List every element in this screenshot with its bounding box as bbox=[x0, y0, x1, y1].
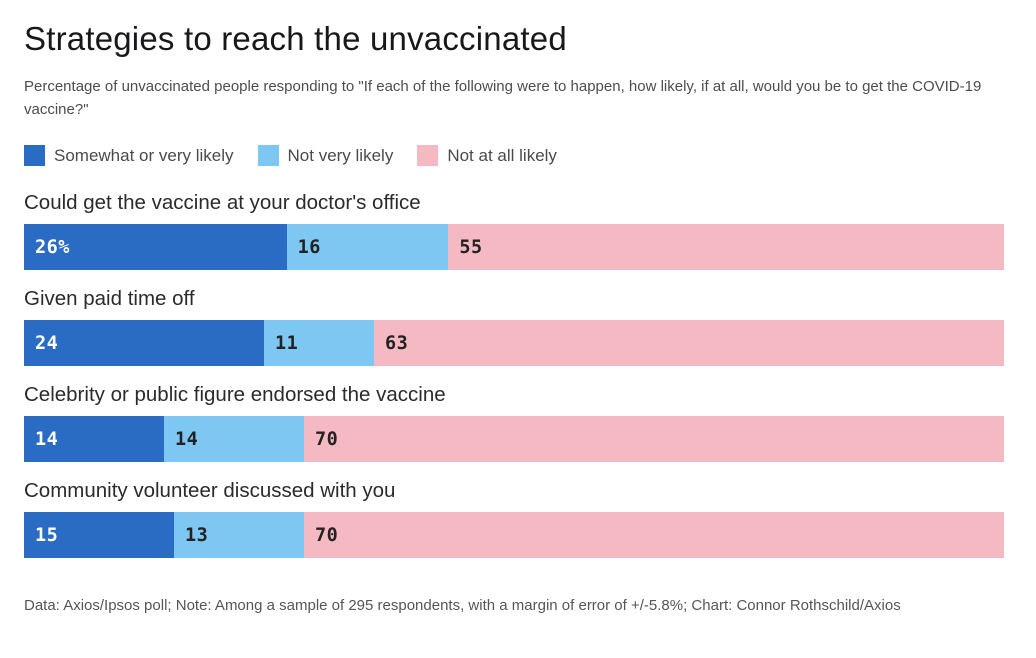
bar-value-label: 13 bbox=[185, 524, 209, 546]
stacked-bar: 26% 16 55 bbox=[24, 224, 1004, 271]
bar-segment-not-very-likely: 11 bbox=[264, 320, 374, 367]
legend-item-not-at-all-likely: Not at all likely bbox=[417, 145, 557, 167]
legend-label: Not very likely bbox=[287, 145, 394, 165]
bar-value-label: 63 bbox=[385, 332, 409, 354]
bar-value-label: 26% bbox=[35, 236, 70, 258]
bar-value-label: 14 bbox=[35, 428, 59, 450]
source-note: Data: Axios/Ipsos poll; Note: Among a sa… bbox=[24, 597, 901, 615]
legend-swatch-pink bbox=[417, 145, 439, 167]
bar-segment-not-at-all-likely: 55 bbox=[448, 224, 1004, 271]
bar-segment-somewhat-or-very-likely: 15 bbox=[24, 512, 174, 559]
bar-row-paid-time-off: Given paid time off 24 11 63 bbox=[24, 286, 1004, 367]
legend-label: Not at all likely bbox=[447, 145, 557, 165]
bar-value-label: 24 bbox=[35, 332, 59, 354]
legend-label: Somewhat or very likely bbox=[54, 145, 234, 165]
bar-segment-somewhat-or-very-likely: 24 bbox=[24, 320, 264, 367]
bar-segment-somewhat-or-very-likely: 14 bbox=[24, 416, 164, 463]
chart-title: Strategies to reach the unvaccinated bbox=[24, 20, 567, 57]
bar-row-doctors-office: Could get the vaccine at your doctor's o… bbox=[24, 190, 1004, 271]
bar-segment-not-very-likely: 16 bbox=[286, 224, 449, 271]
bar-segment-not-at-all-likely: 70 bbox=[304, 416, 1004, 463]
category-label: Given paid time off bbox=[24, 287, 195, 311]
bar-row-community-volunteer: Community volunteer discussed with you 1… bbox=[24, 478, 1004, 559]
bar-row-celebrity-endorsement: Celebrity or public figure endorsed the … bbox=[24, 382, 1004, 463]
bar-segment-not-at-all-likely: 63 bbox=[374, 320, 1004, 367]
legend-item-somewhat-or-very-likely: Somewhat or very likely bbox=[24, 145, 234, 167]
bar-value-label: 15 bbox=[35, 524, 59, 546]
category-label: Community volunteer discussed with you bbox=[24, 479, 396, 503]
bar-value-label: 70 bbox=[315, 524, 339, 546]
legend-swatch-light-blue bbox=[257, 145, 279, 167]
bar-value-label: 70 bbox=[315, 428, 339, 450]
stacked-bar: 24 11 63 bbox=[24, 320, 1004, 367]
category-label: Could get the vaccine at your doctor's o… bbox=[24, 191, 421, 215]
bar-value-label: 55 bbox=[459, 236, 483, 258]
stacked-bar: 15 13 70 bbox=[24, 512, 1004, 559]
bar-segment-not-very-likely: 13 bbox=[174, 512, 304, 559]
category-label: Celebrity or public figure endorsed the … bbox=[24, 383, 446, 407]
bar-value-label: 16 bbox=[297, 236, 321, 258]
bar-segment-somewhat-or-very-likely: 26% bbox=[24, 224, 287, 271]
legend: Somewhat or very likely Not very likely … bbox=[24, 145, 1004, 167]
legend-swatch-dark-blue bbox=[24, 145, 45, 167]
bar-segment-not-at-all-likely: 70 bbox=[304, 512, 1004, 559]
bar-value-label: 14 bbox=[175, 428, 199, 450]
chart-subtitle: Percentage of unvaccinated people respon… bbox=[24, 78, 982, 119]
legend-item-not-very-likely: Not very likely bbox=[257, 145, 394, 167]
stacked-bar: 14 14 70 bbox=[24, 416, 1004, 463]
bar-value-label: 11 bbox=[275, 332, 299, 354]
bar-segment-not-very-likely: 14 bbox=[164, 416, 304, 463]
